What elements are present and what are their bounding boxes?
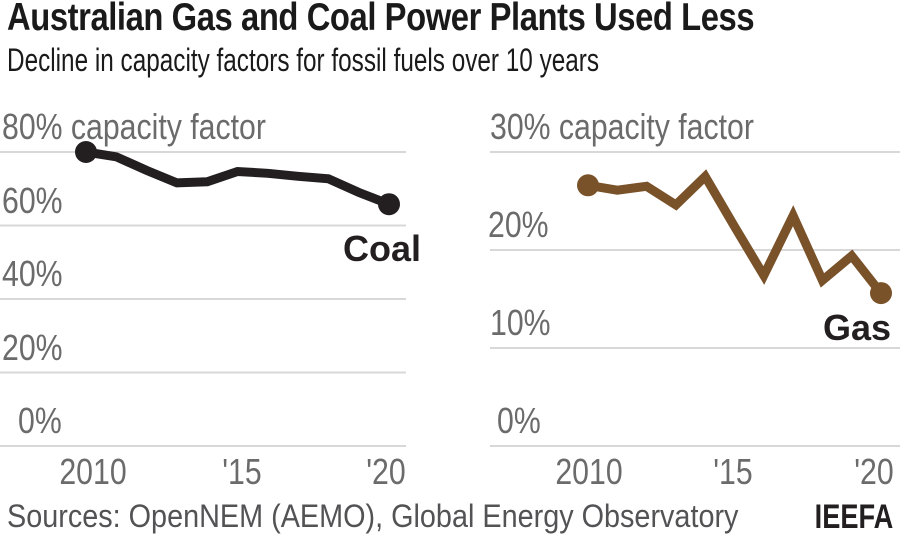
coal-ytick-label-20: 20% (2, 327, 63, 368)
coal-xtick-label-2015: '15 (222, 451, 262, 492)
gas-xtick-label-2015: '15 (713, 451, 753, 492)
attribution-logo: IEEFA (814, 498, 893, 536)
page-title: Australian Gas and Coal Power Plants Use… (7, 0, 755, 39)
coal-endpoint-dot-2010 (75, 141, 97, 163)
coal-ytick-label-60: 60% (2, 180, 63, 221)
gas-xtick-label-2020: '20 (854, 451, 894, 492)
coal-chart-panel: 80% capacity factor 60% 40% 20% 0% 2010 … (0, 100, 430, 490)
gas-endpoint-dot-2020 (870, 282, 892, 305)
coal-ytick-label-40: 40% (2, 253, 63, 294)
coal-ytick-label-80: 80% capacity factor (2, 106, 266, 147)
coal-ytick-label-0: 0% (18, 400, 62, 441)
gas-xtick-label-2010: 2010 (555, 451, 623, 492)
gas-line-plot (490, 151, 900, 447)
coal-series-label: Coal (342, 228, 421, 269)
coal-xtick-label-2020: '20 (366, 451, 406, 492)
coal-line-plot (0, 141, 406, 447)
gas-series-label: Gas (822, 307, 891, 348)
sources-note: Sources: OpenNEM (AEMO), Global Energy O… (7, 498, 739, 534)
coal-line (85, 147, 391, 209)
page-subtitle: Decline in capacity factors for fossil f… (7, 42, 600, 78)
gas-ytick-label-0: 0% (497, 400, 541, 441)
coal-xtick-label-2010: 2010 (59, 451, 127, 492)
gas-ytick-label-10: 10% (490, 302, 551, 343)
gas-endpoint-dot-2010 (577, 174, 599, 197)
gas-ytick-label-30: 30% capacity factor (490, 106, 754, 147)
gas-ytick-label-20: 20% (488, 204, 549, 245)
coal-endpoint-dot-2020 (378, 193, 400, 216)
gas-line (587, 169, 885, 296)
gas-chart-panel: 30% capacity factor 20% 10% 0% 2010 '15 … (450, 100, 900, 490)
